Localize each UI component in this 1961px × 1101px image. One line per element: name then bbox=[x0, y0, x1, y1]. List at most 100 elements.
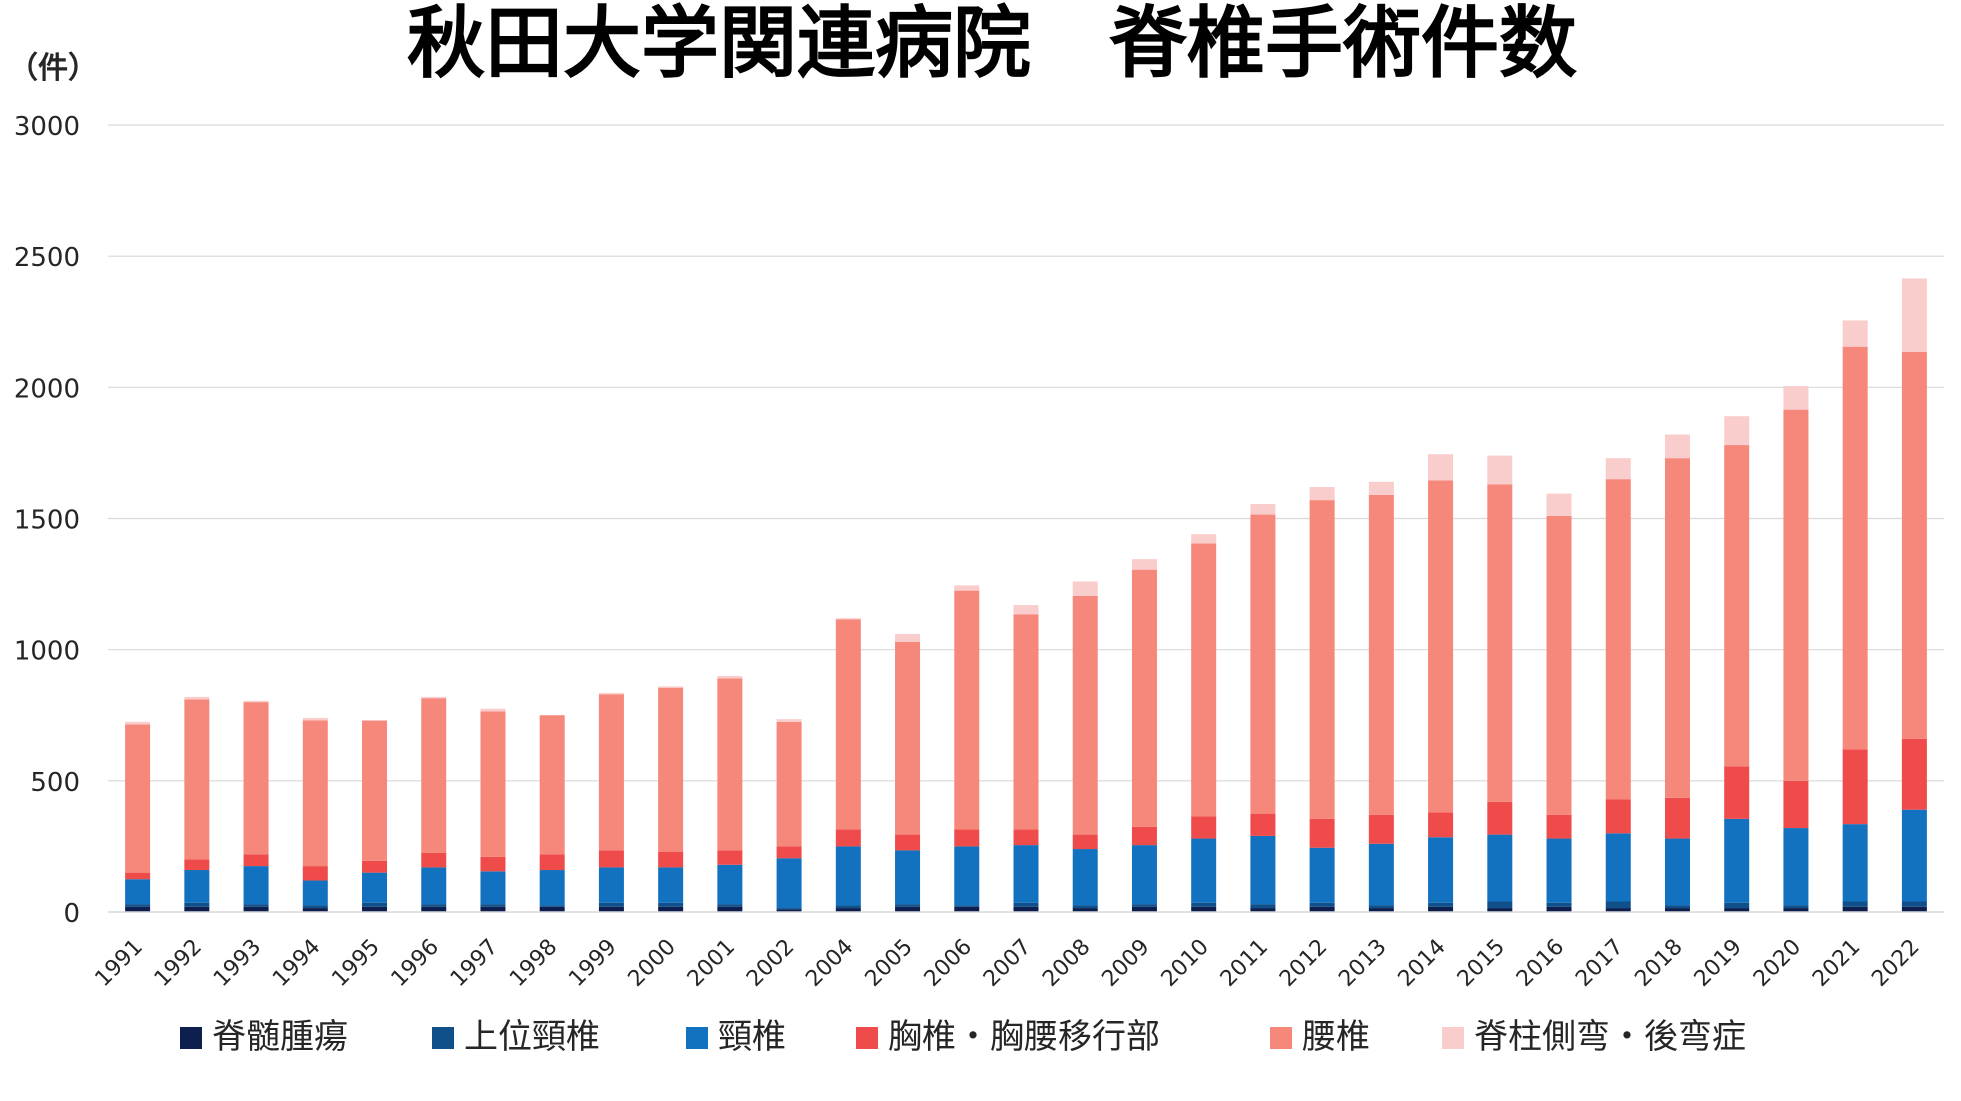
bar-segment bbox=[243, 702, 269, 855]
bar-segment bbox=[1842, 906, 1868, 912]
bar-segment bbox=[835, 829, 861, 847]
bar-segment bbox=[302, 720, 328, 867]
bar-segment bbox=[835, 618, 861, 620]
bar-segment bbox=[1131, 904, 1157, 907]
bar-segment bbox=[1546, 838, 1572, 903]
y-tick-label: 2000 bbox=[14, 374, 80, 404]
bar-segment bbox=[1013, 829, 1039, 846]
bar-segment bbox=[243, 854, 269, 867]
bar-segment bbox=[480, 856, 506, 872]
bar-segment bbox=[1368, 481, 1394, 495]
bar-segment bbox=[776, 908, 802, 910]
bar-segment bbox=[1546, 902, 1572, 907]
bar-segment bbox=[1072, 905, 1098, 909]
bar-segment bbox=[1724, 416, 1750, 446]
y-axis-unit-label: （件） bbox=[8, 51, 98, 86]
legend-swatch bbox=[1270, 1027, 1292, 1049]
bar-segment bbox=[1783, 409, 1809, 781]
bar-segment bbox=[1309, 500, 1335, 819]
bar-segment bbox=[125, 906, 151, 912]
bar-segment bbox=[717, 850, 743, 865]
bar-segment bbox=[1072, 595, 1098, 835]
bar-segment bbox=[125, 879, 151, 905]
bar-segment bbox=[1487, 455, 1513, 485]
bar-segment bbox=[539, 854, 565, 871]
bar-segment bbox=[1842, 901, 1868, 907]
bar-segment bbox=[1724, 908, 1750, 912]
bar-segment bbox=[1013, 605, 1039, 615]
legend-swatch bbox=[180, 1027, 202, 1049]
bar-segment bbox=[184, 859, 210, 871]
bar-segment bbox=[1842, 824, 1868, 902]
bar-segment bbox=[1724, 766, 1750, 819]
bar-segment bbox=[1309, 487, 1335, 501]
chart-title: 秋田大学関連病院 脊椎手術件数 bbox=[407, 0, 1577, 89]
bar-segment bbox=[184, 870, 210, 903]
bar-segment bbox=[243, 904, 269, 907]
bar-segment bbox=[598, 906, 624, 912]
bar-segment bbox=[302, 880, 328, 906]
legend-label: 胸椎・胸腰移行部 bbox=[888, 1017, 1160, 1057]
bar-segment bbox=[1250, 514, 1276, 814]
bar-segment bbox=[1191, 838, 1217, 903]
bar-segment bbox=[125, 724, 151, 873]
bar-segment bbox=[1191, 906, 1217, 912]
legend-swatch bbox=[856, 1027, 878, 1049]
bar-segment bbox=[1072, 834, 1098, 850]
bar-segment bbox=[1131, 826, 1157, 846]
y-tick-label: 3000 bbox=[14, 112, 80, 142]
bar-segment bbox=[1546, 814, 1572, 839]
bar-segment bbox=[658, 902, 684, 907]
bar-segment bbox=[776, 846, 802, 859]
legend-swatch bbox=[1442, 1027, 1464, 1049]
bar-segment bbox=[421, 867, 447, 905]
bar-segment bbox=[1783, 828, 1809, 906]
bar-segment bbox=[717, 678, 743, 851]
bar-segment bbox=[302, 866, 328, 881]
bar-segment bbox=[1309, 847, 1335, 903]
bar-segment bbox=[1546, 493, 1572, 516]
bar-segment bbox=[539, 870, 565, 906]
bar-segment bbox=[125, 721, 151, 725]
legend-label: 腰椎 bbox=[1302, 1017, 1370, 1057]
bar-segment bbox=[895, 633, 921, 642]
bar-segment bbox=[1250, 504, 1276, 515]
bar-segment bbox=[1783, 386, 1809, 410]
bar-segment bbox=[1368, 814, 1394, 844]
bar-segment bbox=[1428, 480, 1454, 813]
bar-segment bbox=[895, 906, 921, 912]
bar-segment bbox=[362, 906, 388, 912]
bar-segment bbox=[1487, 901, 1513, 909]
bar-segment bbox=[1309, 902, 1335, 907]
y-tick-label: 0 bbox=[63, 899, 80, 929]
y-tick-label: 2500 bbox=[14, 243, 80, 273]
bar-segment bbox=[1901, 809, 1927, 902]
bar-segment bbox=[1309, 818, 1335, 848]
bar-segment bbox=[362, 872, 388, 903]
bar-segment bbox=[658, 687, 684, 852]
bar-segment bbox=[1901, 738, 1927, 810]
bar-segment bbox=[1724, 445, 1750, 767]
bar-segment bbox=[1901, 351, 1927, 739]
bar-segment bbox=[1428, 454, 1454, 481]
bar-segment bbox=[1487, 908, 1513, 912]
bar-segment bbox=[243, 906, 269, 912]
bar-segment bbox=[1428, 902, 1454, 907]
y-tick-labels: 0 500 1000 1500 2000 2500 3000 bbox=[14, 112, 80, 929]
bar-segment bbox=[1013, 906, 1039, 912]
legend-swatch bbox=[432, 1027, 454, 1049]
bar-segment bbox=[1487, 484, 1513, 802]
bar-segment bbox=[658, 686, 684, 688]
bar-segment bbox=[480, 871, 506, 905]
bar-segment bbox=[302, 905, 328, 909]
bar-segment bbox=[302, 908, 328, 912]
bar-segment bbox=[776, 721, 802, 847]
bar-segment bbox=[598, 694, 624, 851]
bar-segment bbox=[1428, 812, 1454, 838]
bar-segment bbox=[717, 906, 743, 912]
bar-segment bbox=[1605, 479, 1631, 800]
bar-segment bbox=[421, 698, 447, 853]
bar-segment bbox=[184, 696, 210, 700]
bar-segment bbox=[421, 852, 447, 868]
